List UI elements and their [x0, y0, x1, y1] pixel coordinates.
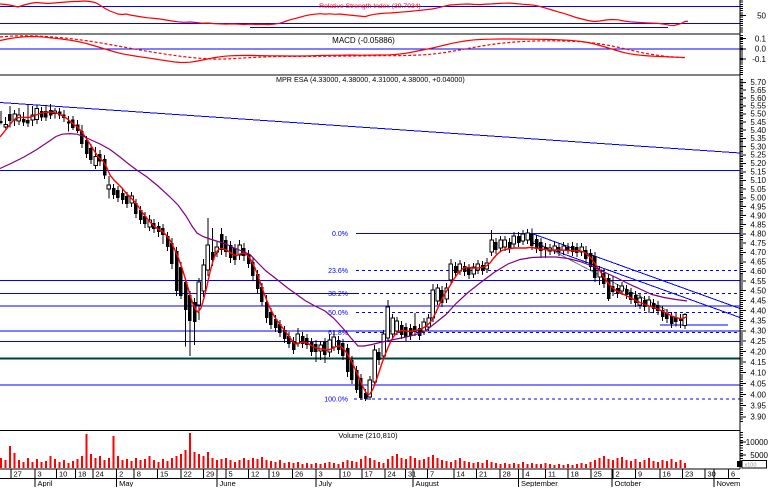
- svg-text:4: 4: [526, 470, 530, 479]
- svg-text:4.95: 4.95: [750, 203, 766, 212]
- svg-text:MACD (-0.05886): MACD (-0.05886): [332, 36, 395, 45]
- svg-text:7: 7: [430, 470, 434, 479]
- svg-text:4.85: 4.85: [750, 221, 766, 230]
- svg-text:12: 12: [251, 470, 259, 479]
- svg-text:5000: 5000: [750, 451, 768, 460]
- svg-text:4.05: 4.05: [750, 379, 766, 388]
- svg-text:4.80: 4.80: [750, 230, 766, 239]
- svg-text:4.50: 4.50: [750, 287, 766, 296]
- svg-text:3: 3: [38, 470, 42, 479]
- svg-text:4.90: 4.90: [750, 211, 766, 220]
- svg-text:5.30: 5.30: [750, 142, 766, 151]
- svg-text:9: 9: [638, 470, 642, 479]
- svg-text:October: October: [615, 479, 642, 487]
- svg-text:10: 10: [59, 470, 67, 479]
- svg-text:5.65: 5.65: [750, 86, 766, 95]
- svg-text:10000: 10000: [746, 438, 769, 447]
- svg-text:14: 14: [457, 470, 465, 479]
- svg-text:Relative Strength Index (39.70: Relative Strength Index (39.7034): [319, 3, 421, 10]
- svg-text:11: 11: [548, 470, 556, 479]
- svg-text:2: 2: [616, 470, 620, 479]
- svg-text:4.00: 4.00: [750, 390, 766, 399]
- svg-text:4.75: 4.75: [750, 239, 766, 248]
- svg-text:23.6%: 23.6%: [328, 268, 348, 275]
- svg-text:30: 30: [708, 470, 716, 479]
- svg-text:23: 23: [685, 470, 693, 479]
- svg-text:5.15: 5.15: [750, 168, 766, 177]
- svg-text:5.45: 5.45: [750, 118, 766, 127]
- svg-text:-0.1: -0.1: [752, 55, 766, 64]
- svg-text:4.45: 4.45: [750, 296, 766, 305]
- svg-text:5.05: 5.05: [750, 185, 766, 194]
- svg-text:5.40: 5.40: [750, 126, 766, 135]
- svg-text:4.25: 4.25: [750, 337, 766, 346]
- svg-text:3.95: 3.95: [750, 401, 766, 410]
- svg-text:3.90: 3.90: [750, 413, 766, 422]
- svg-text:5.25: 5.25: [750, 151, 766, 160]
- svg-text:0.1: 0.1: [755, 34, 767, 43]
- svg-text:31: 31: [408, 470, 416, 479]
- svg-text:May: May: [119, 479, 133, 487]
- svg-text:29: 29: [206, 470, 214, 479]
- svg-text:5.50: 5.50: [750, 110, 766, 119]
- svg-text:4.15: 4.15: [750, 358, 766, 367]
- svg-text:Novem: Novem: [717, 479, 741, 487]
- svg-text:22: 22: [184, 470, 192, 479]
- svg-text:0.0%: 0.0%: [332, 231, 348, 238]
- svg-text:5.00: 5.00: [750, 194, 766, 203]
- svg-text:50.0%: 50.0%: [328, 310, 348, 317]
- svg-text:3: 3: [319, 470, 323, 479]
- svg-text:4.20: 4.20: [750, 347, 766, 356]
- svg-text:Volume (210,810): Volume (210,810): [338, 431, 398, 440]
- svg-text:21: 21: [479, 470, 487, 479]
- svg-text:10: 10: [343, 470, 351, 479]
- svg-text:2: 2: [119, 470, 123, 479]
- svg-text:5.35: 5.35: [750, 134, 766, 143]
- svg-text:100.0%: 100.0%: [324, 396, 348, 403]
- svg-text:5.55: 5.55: [750, 102, 766, 111]
- svg-text:4.30: 4.30: [750, 327, 766, 336]
- svg-text:24: 24: [96, 470, 104, 479]
- svg-text:6: 6: [731, 470, 735, 479]
- svg-text:5.20: 5.20: [750, 159, 766, 168]
- svg-text:61.8%: 61.8%: [328, 330, 348, 337]
- svg-text:4.60: 4.60: [750, 267, 766, 276]
- svg-text:5: 5: [229, 470, 233, 479]
- svg-text:April: April: [38, 479, 53, 487]
- svg-text:15: 15: [160, 470, 168, 479]
- svg-text:26: 26: [295, 470, 303, 479]
- svg-text:19: 19: [272, 470, 280, 479]
- svg-text:4.65: 4.65: [750, 258, 766, 267]
- svg-text:25: 25: [594, 470, 602, 479]
- svg-text:4.40: 4.40: [750, 306, 766, 315]
- svg-text:24: 24: [388, 470, 396, 479]
- svg-text:17: 17: [365, 470, 373, 479]
- svg-text:September: September: [521, 479, 558, 487]
- svg-text:5.70: 5.70: [750, 78, 766, 87]
- svg-text:August: August: [416, 479, 440, 487]
- svg-text:5.60: 5.60: [750, 94, 766, 103]
- svg-text:8: 8: [137, 470, 141, 479]
- svg-text:38.2%: 38.2%: [328, 291, 348, 298]
- svg-text:June: June: [220, 479, 236, 487]
- svg-text:4.35: 4.35: [750, 316, 766, 325]
- svg-text:0.0: 0.0: [755, 45, 767, 54]
- svg-text:18: 18: [78, 470, 86, 479]
- svg-text:28: 28: [503, 470, 511, 479]
- svg-text:x100: x100: [745, 462, 757, 468]
- svg-text:July: July: [319, 479, 333, 487]
- svg-text:5.10: 5.10: [750, 176, 766, 185]
- svg-text:4.10: 4.10: [750, 369, 766, 378]
- svg-text:16: 16: [663, 470, 671, 479]
- svg-text:50: 50: [757, 12, 766, 21]
- svg-text:27: 27: [14, 470, 22, 479]
- svg-text:4.55: 4.55: [750, 277, 766, 286]
- svg-text:MPR ESA (4.33000, 4.38000, 4.3: MPR ESA (4.33000, 4.38000, 4.31000, 4.38…: [276, 75, 465, 84]
- svg-text:18: 18: [571, 470, 579, 479]
- svg-text:4.70: 4.70: [750, 248, 766, 257]
